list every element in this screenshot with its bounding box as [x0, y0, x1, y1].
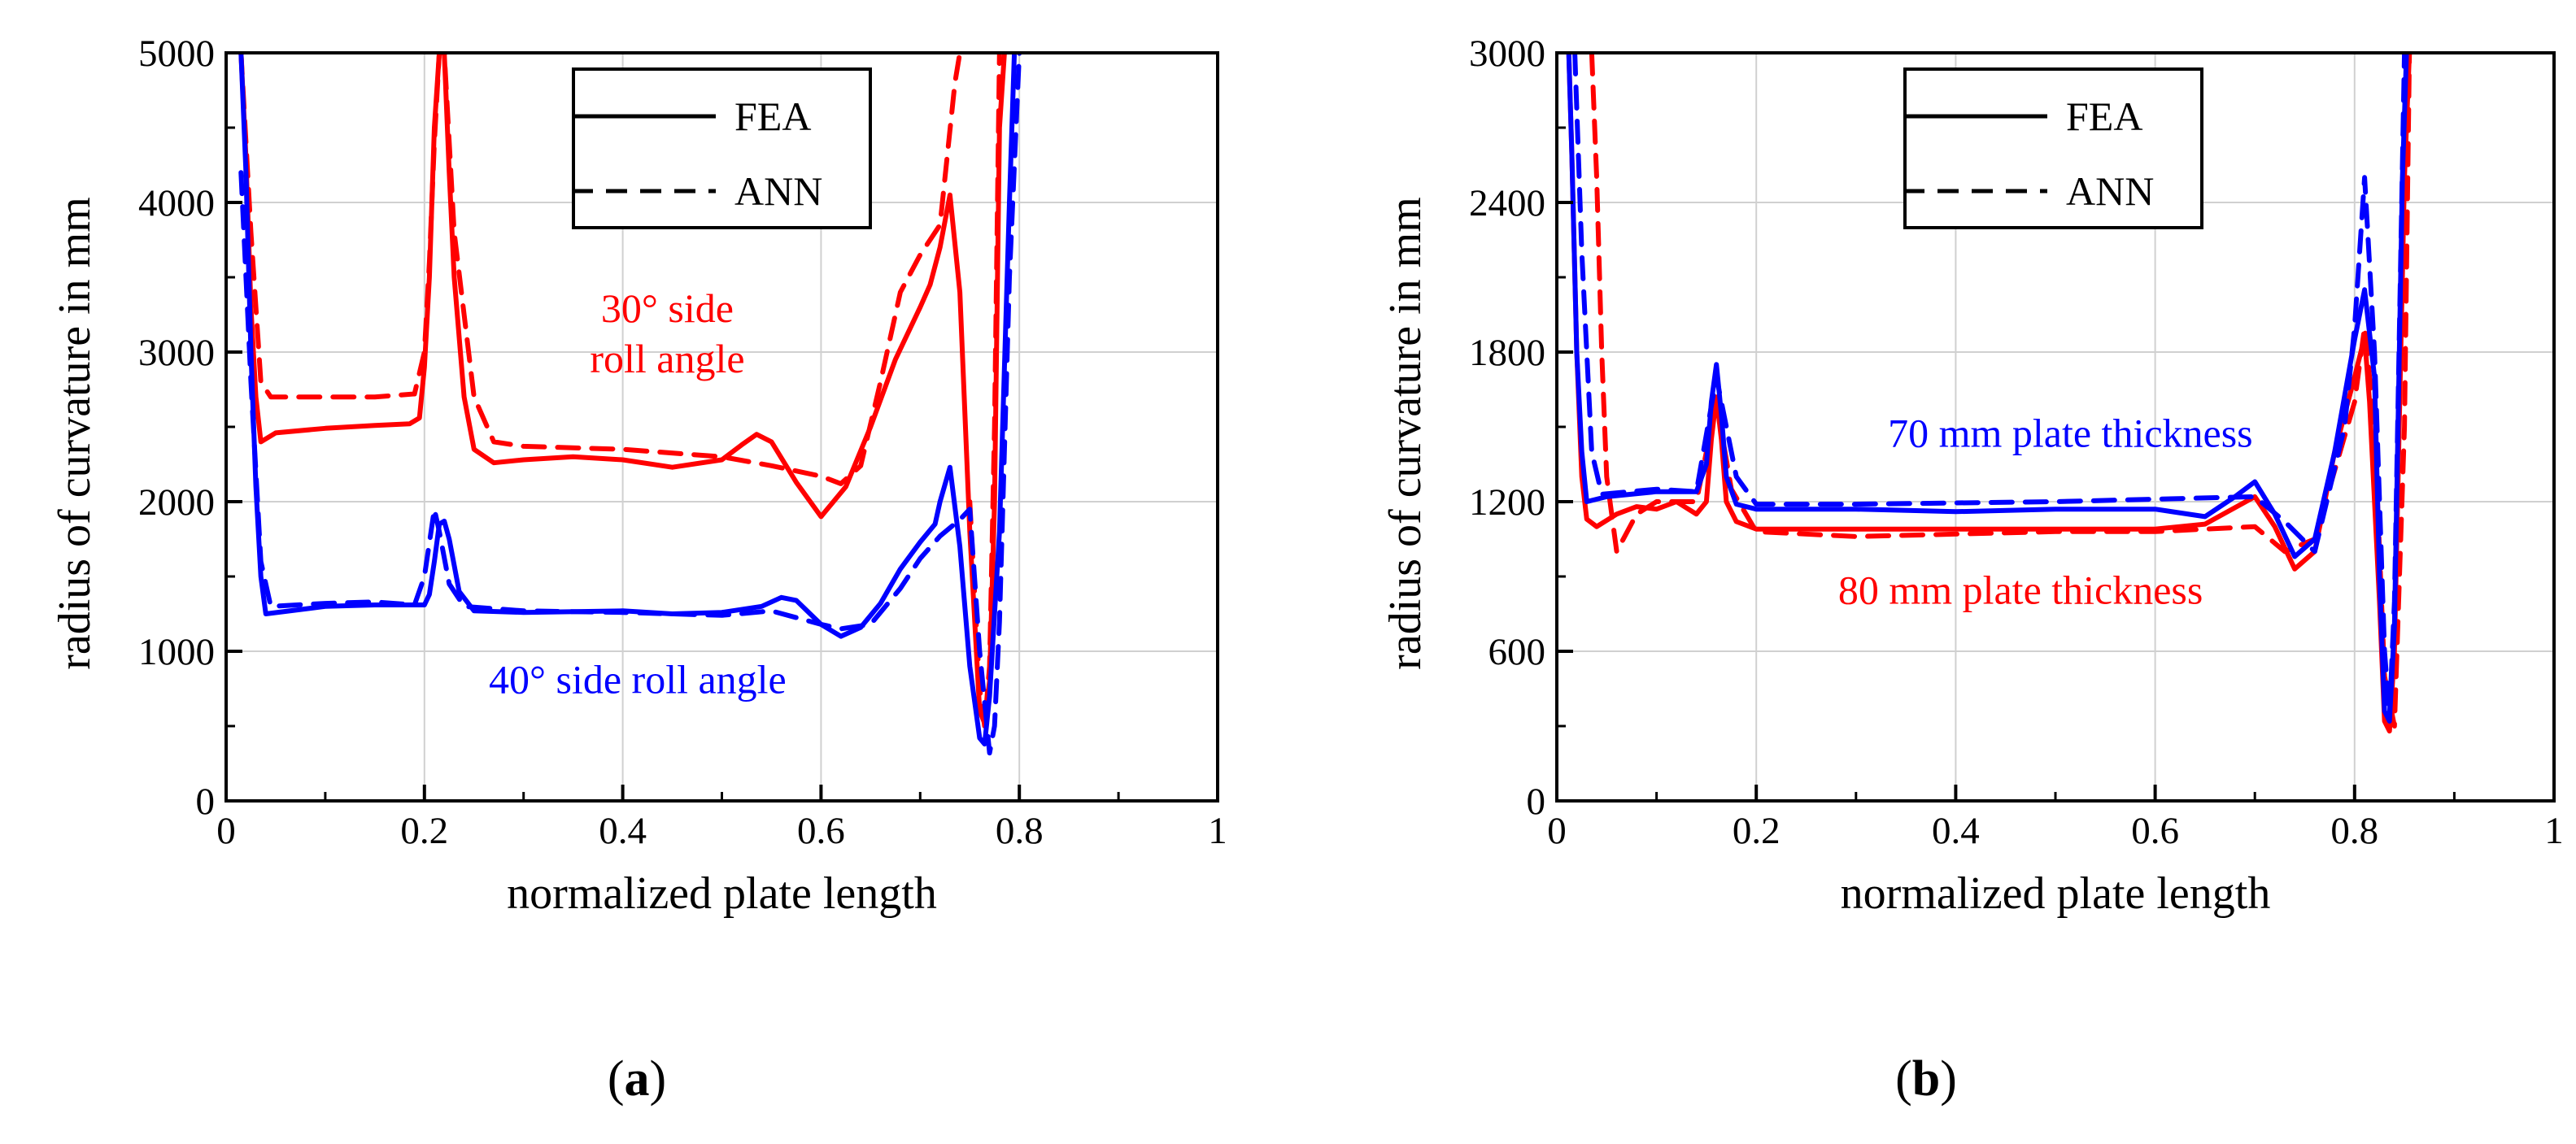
annotation-text: 40° side roll angle — [489, 657, 787, 702]
y-tick-label: 2000 — [138, 481, 215, 524]
x-tick-label: 0.6 — [797, 810, 845, 852]
legend: FEA ANN — [1903, 67, 2203, 229]
y-axis-label: radius of curvature in mm — [50, 197, 100, 670]
x-axis-label: normalized plate length — [1841, 868, 2271, 919]
panel-caption: (a) — [608, 1051, 666, 1107]
annotation-text: roll angle — [590, 336, 744, 381]
series-line-dashed — [1572, 53, 2408, 719]
annotation-text: 70 mm plate thickness — [1888, 411, 2253, 456]
y-tick-label: 0 — [1527, 781, 1546, 823]
y-tick-label: 1800 — [1469, 332, 1545, 374]
x-tick-label: 0 — [1547, 810, 1567, 852]
y-tick-label: 1000 — [138, 631, 215, 673]
x-tick-label: 0.4 — [599, 810, 647, 852]
x-tick-label: 0.8 — [2330, 810, 2378, 852]
x-tick-label: 1 — [2544, 810, 2564, 852]
y-tick-label: 600 — [1489, 631, 1546, 673]
annotation-text: 80 mm plate thickness — [1838, 568, 2203, 613]
chart-panel-a: 0 0.2 0.4 0.6 0.8 1 0 1000 2000 3000 4000 5000 norma… — [50, 33, 1227, 1107]
legend-label: FEA — [2066, 94, 2142, 139]
y-tick-label: 1200 — [1469, 481, 1545, 524]
legend-label: FEA — [734, 94, 811, 139]
series-group — [238, 53, 1022, 756]
y-tick-label: 4000 — [138, 182, 215, 224]
series-line-dashed — [238, 53, 1022, 756]
x-axis-label: normalized plate length — [507, 868, 937, 919]
x-tick-label: 0.2 — [1733, 810, 1781, 852]
y-tick-label: 5000 — [138, 33, 215, 75]
legend-box — [572, 67, 872, 229]
x-tick-label: 1 — [1208, 810, 1227, 852]
x-tick-label: 0.8 — [996, 810, 1044, 852]
series-line-solid — [1566, 53, 2413, 734]
legend-label: ANN — [2066, 168, 2154, 214]
chart-panel-b: 0 0.2 0.4 0.6 0.8 1 0 600 1200 1800 2400 3000 normal… — [1380, 33, 2564, 1107]
series-line-solid — [238, 53, 1018, 747]
x-tick-label: 0.2 — [400, 810, 448, 852]
y-tick-label: 2400 — [1469, 182, 1545, 224]
legend-label: ANN — [734, 168, 822, 214]
y-tick-label: 3000 — [1469, 33, 1545, 75]
x-tick-label: 0.6 — [2131, 810, 2179, 852]
legend: FEA ANN — [572, 67, 872, 229]
y-axis-label: radius of curvature in mm — [1380, 197, 1431, 670]
panel-caption: (b) — [1895, 1051, 1957, 1107]
y-tick-label: 3000 — [138, 332, 215, 374]
series-line-dashed — [238, 53, 963, 486]
series-line-dashed — [967, 53, 1002, 729]
annotation-text: 30° side — [601, 285, 734, 331]
series-line-solid — [238, 53, 1007, 726]
x-tick-label: 0 — [216, 810, 236, 852]
legend-box — [1903, 67, 2203, 229]
y-tick-label: 0 — [196, 781, 216, 823]
series-group — [1566, 53, 2413, 734]
x-tick-label: 0.4 — [1932, 810, 1980, 852]
